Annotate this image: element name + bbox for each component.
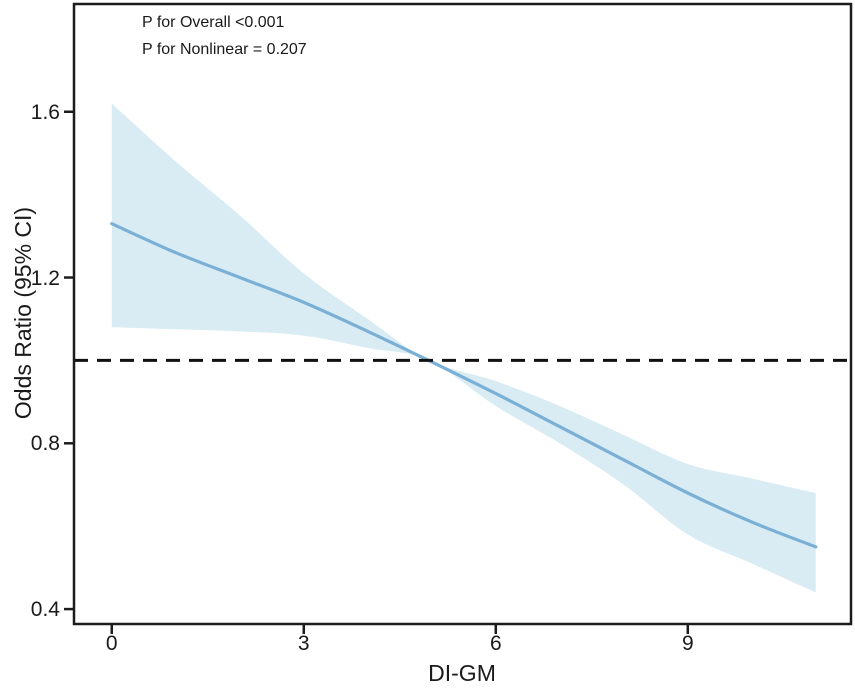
x-tick-label: 0 [105, 632, 118, 655]
x-axis-label: DI-GM [428, 660, 496, 686]
p-nonlinear-text: P for Nonlinear = 0.207 [142, 41, 307, 58]
y-tick-label: 1.2 [30, 266, 60, 290]
x-tick-label: 6 [489, 632, 502, 655]
x-tick-label: 9 [681, 632, 694, 655]
plot-border [72, 2, 853, 626]
confidence-band [111, 103, 816, 593]
y-tick-label: 1.6 [30, 100, 60, 124]
annotation-block: P for Overall <0.001 P for Nonlinear = 0… [142, 9, 307, 63]
y-tick-label: 0.4 [30, 598, 60, 622]
p-overall-text: P for Overall <0.001 [142, 14, 285, 31]
spline-curve [110, 222, 818, 549]
y-axis-label: Odds Ratio (95% CI) [10, 206, 36, 420]
x-tick-label: 3 [297, 632, 310, 655]
y-tick-label: 0.8 [30, 432, 60, 456]
axis-ticks [64, 110, 690, 634]
